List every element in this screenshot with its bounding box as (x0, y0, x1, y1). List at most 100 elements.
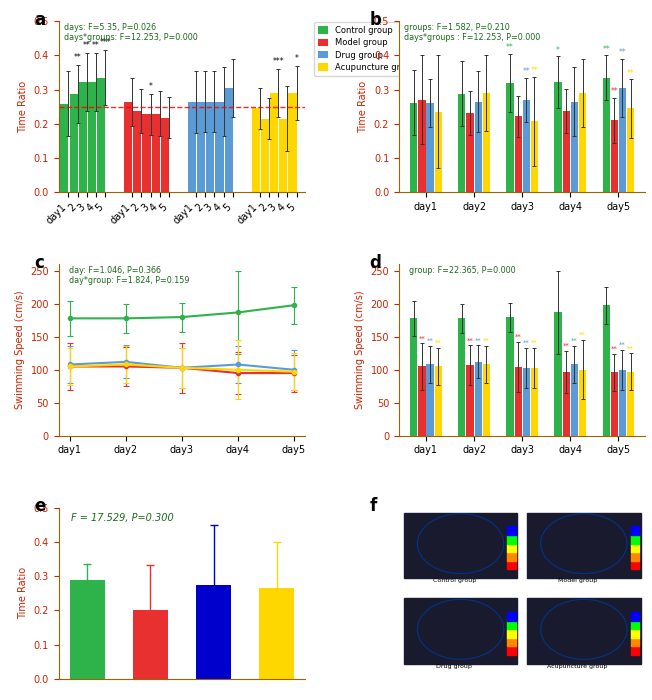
Y-axis label: Time Ratio: Time Ratio (18, 567, 28, 620)
Text: **: ** (92, 41, 100, 50)
Bar (570, 102, 578, 193)
Bar (482, 365, 490, 435)
Bar (70, 94, 78, 193)
Bar (507, 629, 516, 638)
Text: a: a (34, 10, 45, 29)
Y-axis label: Swimming Speed (cm/s): Swimming Speed (cm/s) (15, 290, 25, 410)
Text: **: ** (514, 334, 522, 340)
Bar (70, 580, 104, 679)
Text: **: ** (83, 41, 91, 50)
Bar (252, 108, 259, 192)
Bar (79, 82, 87, 193)
Bar (570, 365, 578, 435)
Bar (482, 93, 490, 192)
Bar (161, 118, 169, 192)
Bar (627, 372, 634, 435)
Text: **: ** (627, 69, 634, 78)
Text: f: f (369, 498, 377, 515)
Bar (270, 93, 278, 192)
Text: e: e (34, 498, 46, 515)
Bar (554, 312, 561, 435)
Bar (630, 552, 640, 561)
Bar (261, 119, 269, 192)
Bar (466, 365, 473, 435)
Bar (410, 318, 417, 435)
Text: Model group: Model group (558, 578, 597, 583)
Bar (507, 638, 516, 646)
Bar (419, 367, 426, 435)
Bar (507, 526, 516, 535)
Bar (554, 82, 561, 193)
Bar (404, 598, 517, 664)
Text: days: F=5.35, P=0.026
days*groups: F=12.253, P=0.000: days: F=5.35, P=0.026 days*groups: F=12.… (64, 22, 198, 42)
Text: group: F=22.365, P=0.000: group: F=22.365, P=0.000 (409, 266, 516, 275)
Text: **: ** (426, 338, 434, 344)
Text: **: ** (506, 43, 514, 52)
Bar (60, 104, 68, 192)
Bar (188, 102, 196, 192)
Text: **: ** (571, 338, 578, 344)
Text: **: ** (419, 335, 425, 342)
Text: **: ** (611, 346, 617, 352)
Bar (133, 111, 141, 192)
Text: **: ** (627, 345, 634, 351)
Bar (410, 103, 417, 192)
Bar (507, 83, 514, 192)
Text: **: ** (610, 88, 618, 97)
Bar (206, 102, 215, 193)
Bar (630, 621, 640, 629)
Bar (630, 612, 640, 621)
Bar (527, 513, 640, 578)
Bar (507, 621, 516, 629)
Bar (579, 370, 586, 435)
Bar (611, 372, 618, 435)
Bar (563, 111, 570, 192)
Bar (426, 365, 434, 435)
Text: **: ** (619, 48, 627, 57)
Text: **: ** (531, 340, 538, 346)
Bar (630, 638, 640, 646)
Text: day: F=1.046, P=0.366
day*group: F=1.824, P=0.159: day: F=1.046, P=0.366 day*group: F=1.824… (68, 266, 189, 286)
Bar (630, 646, 640, 655)
Bar (527, 598, 640, 664)
Bar (531, 121, 538, 192)
Text: *: * (556, 46, 560, 55)
Bar (602, 305, 610, 435)
Text: **: ** (74, 52, 82, 62)
Bar (152, 113, 160, 192)
Bar (475, 362, 482, 435)
Bar (196, 584, 231, 679)
Text: **: ** (531, 66, 539, 75)
Bar (197, 102, 205, 193)
Y-axis label: Time Ratio: Time Ratio (358, 80, 368, 133)
Bar (507, 535, 516, 544)
Bar (627, 108, 634, 192)
Bar (630, 526, 640, 535)
Bar (124, 102, 132, 193)
Bar (507, 552, 516, 561)
Text: c: c (34, 254, 44, 272)
Bar (514, 367, 522, 435)
Bar (288, 93, 297, 192)
Bar (458, 94, 466, 193)
Bar (143, 114, 151, 192)
Bar (435, 112, 442, 192)
Text: **: ** (619, 342, 626, 348)
Bar (404, 513, 517, 578)
Bar (630, 535, 640, 544)
Bar (507, 646, 516, 655)
Bar (88, 82, 96, 193)
Y-axis label: Swimming Speed (cm/s): Swimming Speed (cm/s) (355, 290, 365, 410)
Bar (630, 561, 640, 569)
Bar (475, 102, 482, 193)
Text: Drug group: Drug group (436, 664, 472, 668)
Text: b: b (369, 10, 381, 29)
Text: **: ** (467, 337, 473, 344)
Text: d: d (369, 254, 381, 272)
Text: ***: *** (99, 38, 111, 48)
Bar (630, 629, 640, 638)
Bar (514, 116, 522, 192)
Bar (602, 78, 610, 193)
Text: *: * (295, 54, 299, 63)
Text: ***: *** (273, 57, 284, 66)
